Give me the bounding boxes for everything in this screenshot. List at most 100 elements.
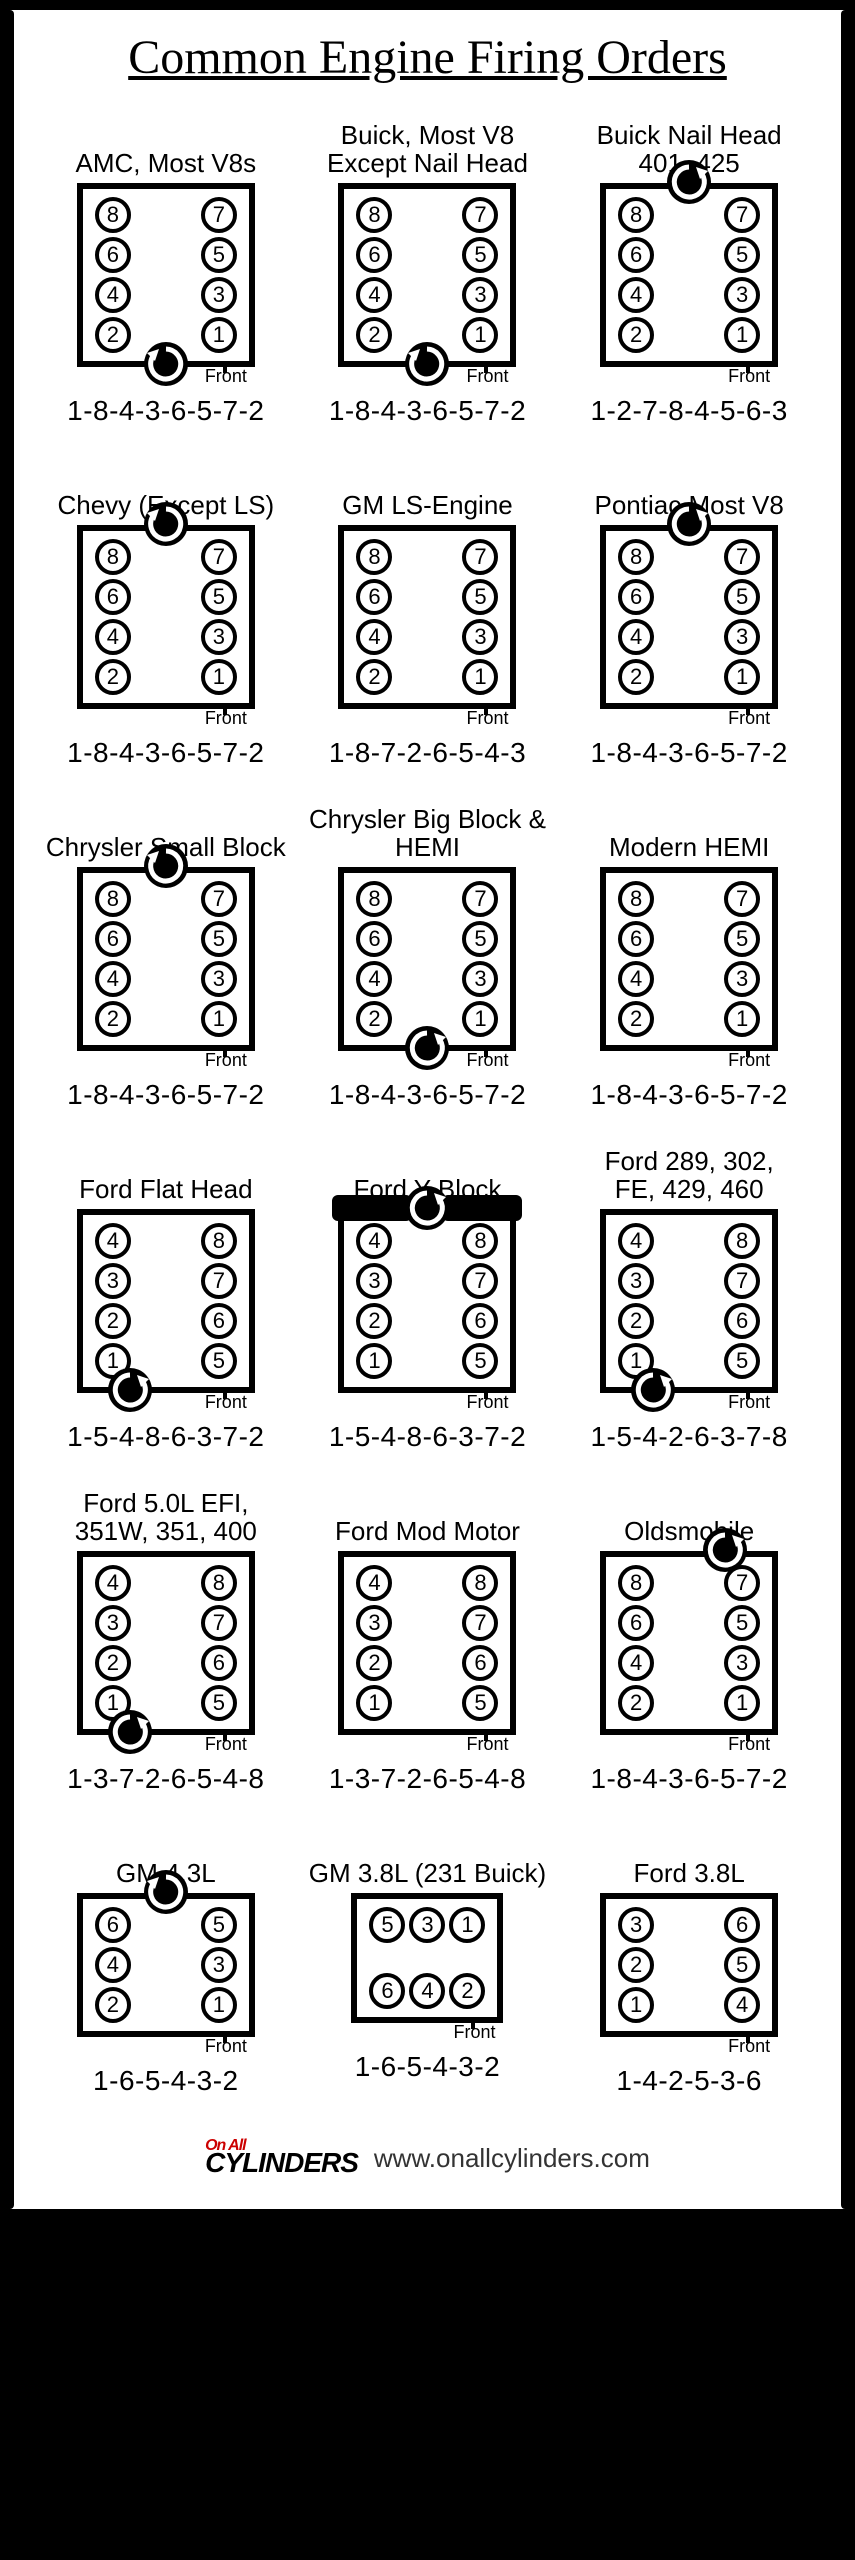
right-bank: 7531 [724, 1565, 760, 1721]
cylinder: 7 [724, 197, 760, 233]
block-wrap: 4321 8765 Front [338, 1209, 516, 1393]
left-bank: 4321 [356, 1223, 392, 1379]
right-bank: 7531 [724, 539, 760, 695]
block-wrap: 8642 7531 Front [77, 183, 255, 367]
cylinder: 5 [462, 921, 498, 957]
cylinder: 2 [618, 1001, 654, 1037]
cylinder: 3 [201, 1947, 237, 1983]
rotation-arrow-icon [141, 841, 191, 891]
right-bank: 7531 [201, 881, 237, 1037]
engine-block: 321 654 [600, 1893, 778, 2037]
cylinder: 5 [724, 1343, 760, 1379]
block-wrap: 8642 7531 Front [600, 867, 778, 1051]
engine-block: 4321 8765 [77, 1551, 255, 1735]
cylinder: 5 [462, 1343, 498, 1379]
engine-title: Ford 289, 302, FE, 429, 460 [605, 1141, 774, 1203]
front-label: Front [205, 1392, 247, 1413]
engine-diagram: Chevy (Except LS) 8642 7531 Front 1-8-4-… [40, 457, 292, 769]
engine-block: 4321 8765 [77, 1209, 255, 1393]
cylinder: 4 [618, 277, 654, 313]
rotation-arrow-icon [105, 1365, 155, 1415]
engine-diagram: Ford 5.0L EFI, 351W, 351, 400 4321 8765 … [40, 1483, 292, 1795]
engine-title: Ford Mod Motor [335, 1483, 520, 1545]
cylinder: 4 [95, 1565, 131, 1601]
engine-block: 8642 7531 [600, 183, 778, 367]
firing-order: 1-5-4-8-6-3-7-2 [67, 1421, 264, 1453]
engine-block: 8642 7531 [77, 867, 255, 1051]
cylinder: 6 [724, 1907, 760, 1943]
cylinder: 3 [409, 1907, 445, 1943]
cylinder: 3 [201, 277, 237, 313]
cylinder: 4 [95, 1947, 131, 1983]
cylinder: 2 [95, 659, 131, 695]
cylinder: 2 [618, 1303, 654, 1339]
cylinder: 2 [356, 1303, 392, 1339]
rotation-arrow-icon [402, 1183, 452, 1233]
cylinder: 1 [201, 317, 237, 353]
footer-url: www.onallcylinders.com [374, 2143, 650, 2174]
cylinder: 4 [95, 1223, 131, 1259]
engine-diagram: Modern HEMI 8642 7531 Front 1-8-4-3-6-5-… [563, 799, 815, 1111]
cylinder: 1 [356, 1685, 392, 1721]
cylinder: 4 [724, 1987, 760, 2023]
cylinder: 5 [369, 1907, 405, 1943]
cylinder: 4 [409, 1973, 445, 2009]
cylinder: 4 [618, 1223, 654, 1259]
blob [332, 1195, 412, 1221]
cylinder: 3 [724, 277, 760, 313]
engine-diagram: Ford Flat Head 4321 8765 Front 1-5-4-8-6… [40, 1141, 292, 1453]
firing-order: 1-6-5-4-3-2 [93, 2065, 239, 2097]
cylinder: 3 [724, 961, 760, 997]
engine-diagram: GM 4.3L 642 531 Front 1-6-5-4-3-2 [40, 1825, 292, 2097]
engine-diagram: Oldsmobile 8642 7531 Front 1-8-4-3-6-5-7… [563, 1483, 815, 1795]
page-title: Common Engine Firing Orders [20, 30, 835, 85]
engine-block: 4321 8765 [600, 1209, 778, 1393]
cylinder: 3 [95, 1605, 131, 1641]
left-bank: 8642 [618, 881, 654, 1037]
footer: On All CYLINDERS www.onallcylinders.com [20, 2137, 835, 2179]
cylinder: 7 [724, 1263, 760, 1299]
left-bank: 8642 [95, 539, 131, 695]
engine-diagram: Ford 3.8L 321 654 Front 1-4-2-5-3-6 [563, 1825, 815, 2097]
cylinder: 5 [201, 579, 237, 615]
cylinder: 7 [462, 1605, 498, 1641]
cylinder: 5 [462, 579, 498, 615]
right-bank: 7531 [462, 539, 498, 695]
firing-order: 1-8-7-2-6-5-4-3 [329, 737, 526, 769]
cylinder: 4 [356, 961, 392, 997]
cylinder: 3 [356, 1263, 392, 1299]
engine-title: Ford 5.0L EFI, 351W, 351, 400 [75, 1483, 257, 1545]
cylinder: 3 [95, 1263, 131, 1299]
cylinder: 8 [462, 1223, 498, 1259]
engine-title: Modern HEMI [609, 799, 769, 861]
firing-order: 1-2-7-8-4-5-6-3 [590, 395, 787, 427]
cylinder: 1 [618, 1987, 654, 2023]
right-bank: 654 [724, 1907, 760, 2023]
cylinder: 2 [95, 1303, 131, 1339]
cylinder: 5 [462, 237, 498, 273]
cylinder: 2 [356, 1645, 392, 1681]
cylinder: 8 [618, 881, 654, 917]
cylinder: 6 [356, 237, 392, 273]
cylinder: 6 [356, 921, 392, 957]
block-wrap: 8642 7531 Front [77, 525, 255, 709]
firing-order: 1-8-4-3-6-5-7-2 [590, 1763, 787, 1795]
engine-title: Chrysler Big Block & HEMI [302, 799, 554, 861]
block-wrap: 8642 7531 Front [600, 525, 778, 709]
firing-order: 1-8-4-3-6-5-7-2 [590, 737, 787, 769]
block-wrap: 4321 8765 Front [77, 1551, 255, 1735]
firing-order: 1-3-7-2-6-5-4-8 [67, 1763, 264, 1795]
cylinder: 1 [724, 659, 760, 695]
firing-order: 1-8-4-3-6-5-7-2 [329, 1079, 526, 1111]
rotation-arrow-icon [141, 339, 191, 389]
cylinder: 1 [724, 317, 760, 353]
engine-diagram: GM 3.8L (231 Buick) 531 642 Front 1-6-5-… [302, 1825, 554, 2097]
cylinder: 3 [462, 277, 498, 313]
engine-block: 4321 8765 [338, 1209, 516, 1393]
front-label: Front [466, 708, 508, 729]
right-bank: 8765 [201, 1565, 237, 1721]
cylinder: 5 [201, 1343, 237, 1379]
engine-diagram: Ford Y Block 4321 8765 Front 1-5-4-8-6-3 [302, 1141, 554, 1453]
front-label: Front [466, 1734, 508, 1755]
left-bank: 8642 [95, 197, 131, 353]
